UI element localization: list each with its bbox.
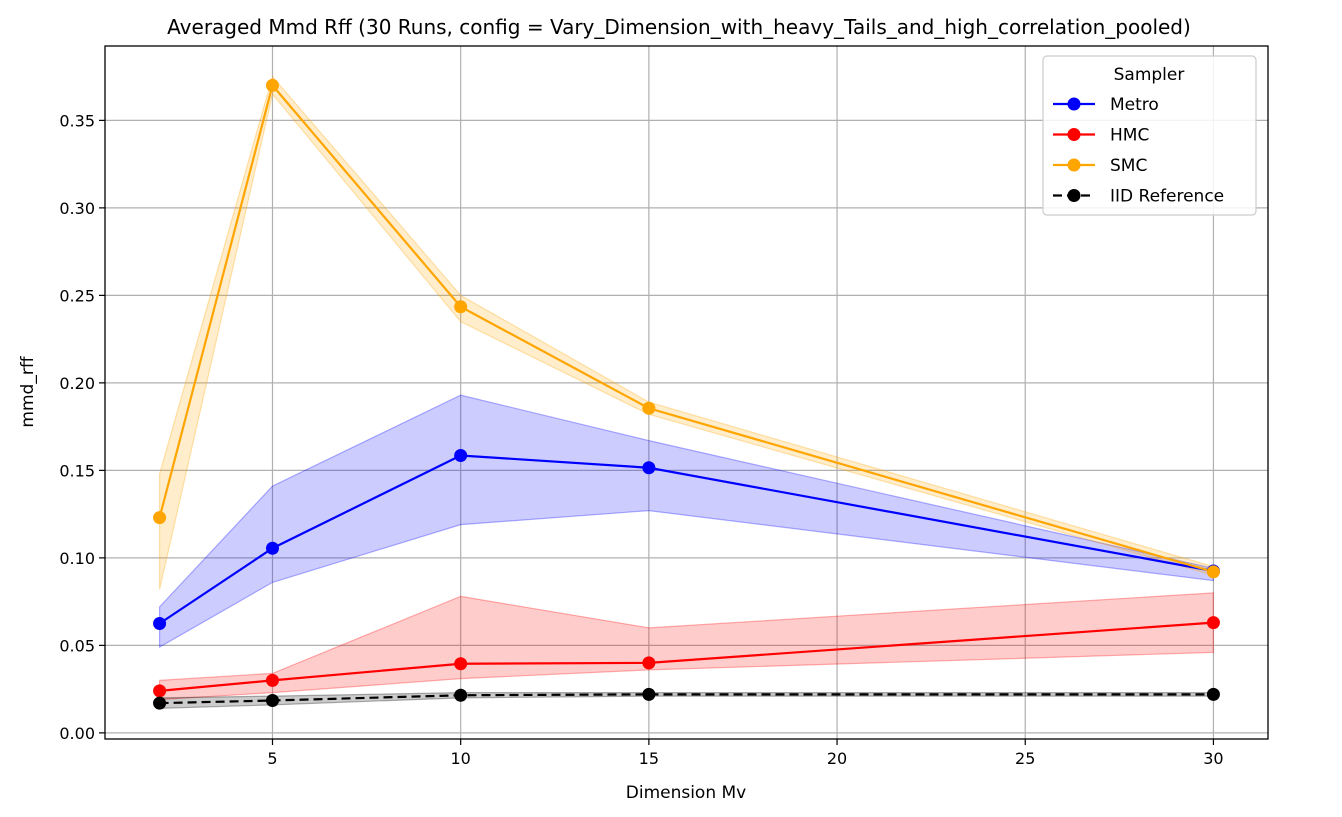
y-tick-label: 0.05: [59, 636, 95, 655]
metro-point: [153, 617, 167, 630]
iid-reference-point: [153, 696, 167, 710]
y-tick-label: 0.15: [59, 461, 95, 480]
legend-label-iid-reference: IID Reference: [1110, 187, 1224, 207]
plot-frame: [104, 45, 1269, 740]
x-tick-label: 5: [267, 749, 277, 768]
smc-point: [153, 511, 167, 525]
iid-reference-point: [1206, 687, 1220, 701]
hmc-band: [158, 592, 1215, 701]
x-tick-label: 10: [450, 749, 470, 768]
metro-point: [642, 461, 656, 475]
y-tick-label: 0.25: [59, 286, 95, 305]
chart-title: Averaged Mmd Rff (30 Runs, config = Vary…: [167, 15, 1191, 39]
smc-point: [1206, 565, 1220, 579]
y-tick-label: 0.20: [59, 374, 95, 393]
legend-entry-metro: Metro: [1053, 95, 1159, 115]
smc-point: [265, 78, 279, 92]
hmc-point: [454, 657, 468, 671]
legend-entry-hmc: HMC: [1053, 126, 1149, 146]
x-axis-ticks: 5 10 15 20 25 30: [267, 739, 1224, 768]
legend-label-smc: SMC: [1110, 156, 1147, 176]
iid-reference-point: [454, 688, 468, 702]
legend: Sampler Metro HMC SMC IID Reference: [1042, 55, 1257, 216]
legend-marker-iid-reference: [1067, 189, 1081, 202]
metro-point: [454, 449, 468, 462]
legend-label-hmc: HMC: [1110, 126, 1149, 146]
hmc-point: [1206, 616, 1220, 630]
legend-title: Sampler: [1114, 65, 1185, 85]
legend-entries: Metro HMC SMC IID Reference: [1053, 95, 1224, 207]
legend-marker-metro: [1067, 97, 1081, 111]
metro-band: [158, 394, 1215, 649]
confidence-bands: [158, 75, 1215, 709]
series-markers: [153, 78, 1220, 710]
iid-reference-point: [642, 687, 656, 701]
iid-reference-point: [265, 694, 279, 707]
smc-point: [454, 300, 468, 314]
x-tick-label: 30: [1203, 749, 1223, 768]
metro-point: [265, 541, 279, 555]
legend-label-metro: Metro: [1110, 95, 1159, 115]
legend-marker-hmc: [1067, 128, 1081, 141]
y-axis-ticks: 0.00 0.05 0.10 0.15 0.20 0.25 0.30 0.35: [59, 111, 105, 743]
y-tick-label: 0.10: [59, 549, 95, 568]
legend-entry-smc: SMC: [1053, 156, 1147, 176]
y-tick-label: 0.30: [59, 199, 95, 218]
smc-point: [642, 401, 656, 415]
y-tick-label: 0.00: [59, 724, 95, 743]
legend-box: [1042, 55, 1257, 216]
x-tick-label: 25: [1015, 749, 1035, 768]
hmc-point: [153, 684, 167, 698]
legend-entry-iid-reference: IID Reference: [1053, 187, 1224, 207]
x-tick-label: 15: [639, 749, 659, 768]
y-tick-label: 0.35: [59, 111, 95, 130]
legend-marker-smc: [1067, 158, 1081, 172]
y-axis-label: mmd_rff: [18, 355, 38, 427]
x-axis-label: Dimension Mv: [626, 783, 747, 803]
hmc-point: [265, 673, 279, 687]
hmc-point: [642, 656, 656, 670]
iid-reference-band: [158, 692, 1215, 709]
x-tick-label: 20: [827, 749, 847, 768]
